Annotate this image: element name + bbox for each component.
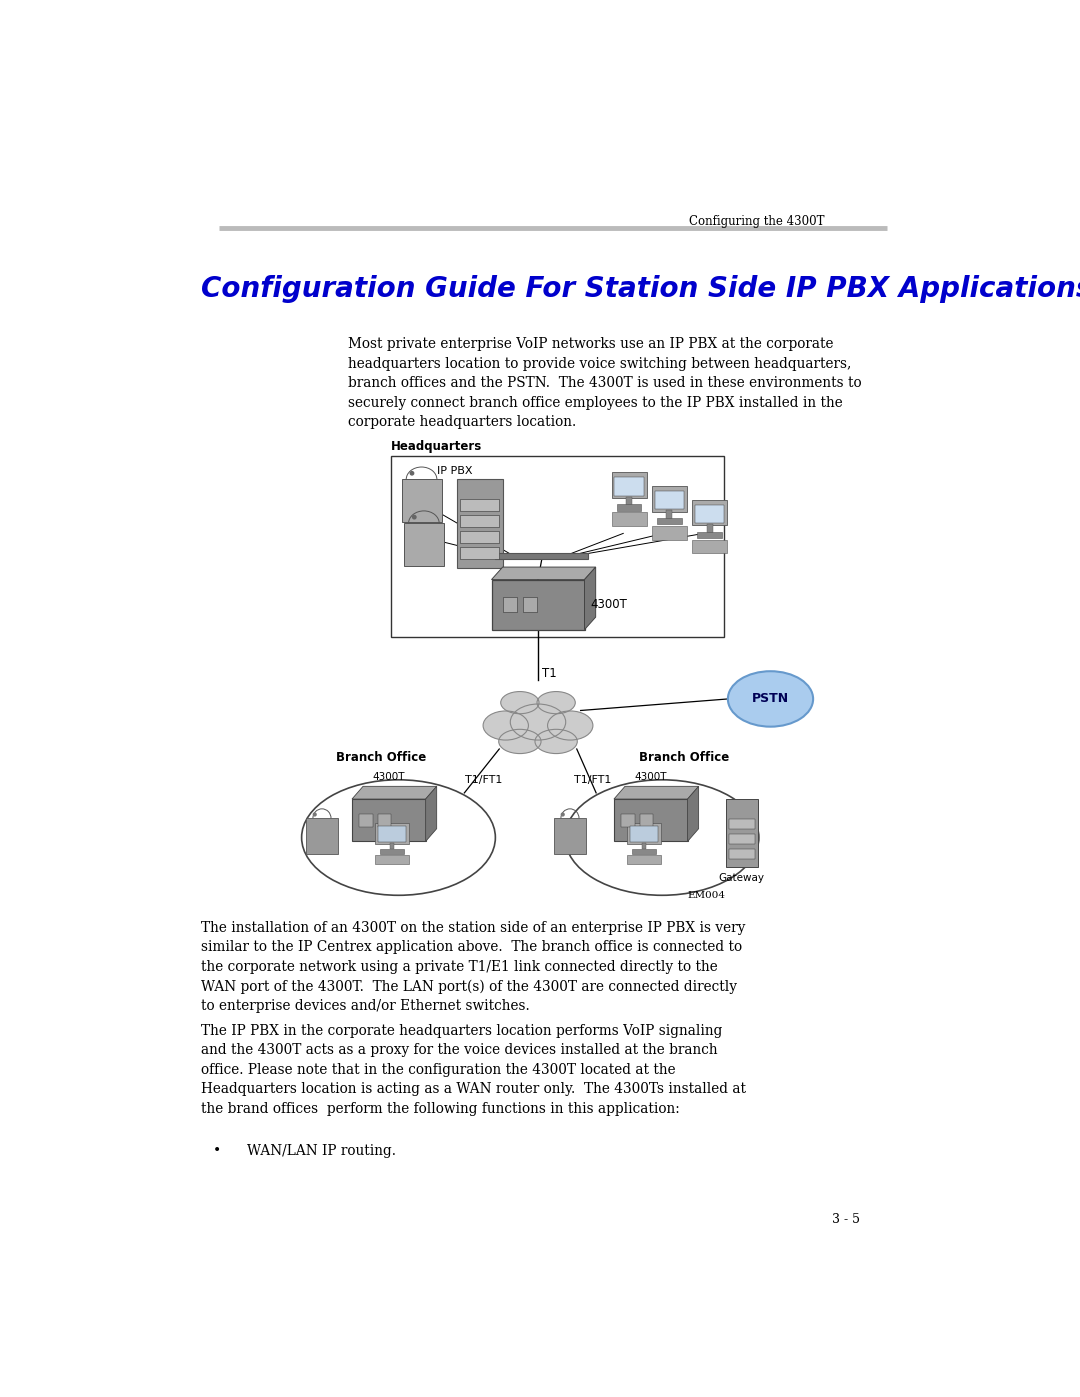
- Bar: [698, 532, 721, 538]
- Bar: [613, 799, 688, 841]
- Bar: [611, 513, 647, 525]
- Ellipse shape: [565, 780, 759, 895]
- Bar: [654, 490, 684, 510]
- Text: The installation of an 4300T on the station side of an enterprise IP PBX is very: The installation of an 4300T on the stat…: [201, 921, 745, 1013]
- Text: Most private enterprise VoIP networks use an IP PBX at the corporate
headquarter: Most private enterprise VoIP networks us…: [348, 337, 862, 429]
- Ellipse shape: [499, 729, 541, 753]
- Bar: [696, 504, 725, 524]
- Text: Configuring the 4300T: Configuring the 4300T: [689, 215, 825, 228]
- Bar: [306, 819, 338, 855]
- Polygon shape: [426, 787, 436, 841]
- Bar: [378, 814, 391, 827]
- Ellipse shape: [728, 671, 813, 726]
- Bar: [666, 510, 673, 520]
- Bar: [652, 486, 687, 511]
- Polygon shape: [491, 567, 596, 580]
- Text: T1/FT1: T1/FT1: [573, 775, 611, 785]
- Text: T1: T1: [542, 666, 556, 680]
- Bar: [378, 826, 406, 842]
- Bar: [375, 855, 408, 863]
- Bar: [621, 814, 635, 827]
- Bar: [611, 472, 647, 497]
- Bar: [692, 539, 727, 553]
- Bar: [627, 855, 661, 863]
- Bar: [375, 823, 408, 844]
- Bar: [496, 553, 589, 559]
- Polygon shape: [613, 787, 699, 799]
- FancyBboxPatch shape: [404, 522, 444, 566]
- Bar: [652, 527, 687, 539]
- Polygon shape: [352, 787, 436, 799]
- Bar: [642, 844, 646, 849]
- Bar: [502, 597, 516, 612]
- Bar: [390, 844, 394, 849]
- Bar: [657, 518, 681, 524]
- FancyBboxPatch shape: [391, 457, 724, 637]
- Bar: [460, 515, 499, 527]
- Circle shape: [410, 472, 414, 475]
- Ellipse shape: [510, 704, 566, 740]
- Bar: [729, 848, 755, 859]
- Bar: [706, 524, 713, 532]
- Text: PSTN: PSTN: [752, 693, 789, 705]
- Bar: [627, 823, 661, 844]
- Bar: [360, 814, 373, 827]
- Bar: [729, 819, 755, 828]
- Text: EM004: EM004: [688, 891, 726, 901]
- Text: •: •: [213, 1144, 220, 1158]
- Ellipse shape: [535, 729, 578, 753]
- Ellipse shape: [501, 692, 539, 714]
- Bar: [630, 826, 658, 842]
- Text: 4300T: 4300T: [373, 773, 405, 782]
- Bar: [726, 799, 758, 866]
- Bar: [460, 546, 499, 559]
- Bar: [626, 496, 632, 506]
- Bar: [729, 834, 755, 844]
- Circle shape: [562, 813, 564, 816]
- Text: IP PBX: IP PBX: [437, 465, 473, 475]
- Bar: [632, 849, 656, 854]
- Polygon shape: [688, 787, 699, 841]
- Ellipse shape: [537, 692, 576, 714]
- Text: Configuration Guide For Station Side IP PBX Applications: Configuration Guide For Station Side IP …: [201, 275, 1080, 303]
- Bar: [380, 849, 404, 854]
- Text: Branch Office: Branch Office: [638, 752, 729, 764]
- Bar: [554, 819, 586, 855]
- Text: WAN/LAN IP routing.: WAN/LAN IP routing.: [247, 1144, 396, 1158]
- Bar: [617, 504, 642, 510]
- Ellipse shape: [483, 711, 528, 740]
- Text: 4300T: 4300T: [591, 598, 627, 610]
- Text: 3 - 5: 3 - 5: [832, 1214, 860, 1227]
- Text: 4300T: 4300T: [635, 773, 667, 782]
- Bar: [639, 814, 653, 827]
- Ellipse shape: [301, 780, 496, 895]
- FancyBboxPatch shape: [402, 479, 442, 522]
- Text: Branch Office: Branch Office: [337, 752, 427, 764]
- Bar: [460, 499, 499, 511]
- Bar: [352, 799, 426, 841]
- Circle shape: [313, 813, 316, 816]
- Bar: [523, 597, 537, 612]
- Bar: [491, 580, 584, 630]
- Text: The IP PBX in the corporate headquarters location performs VoIP signaling
and th: The IP PBX in the corporate headquarters…: [201, 1024, 746, 1116]
- Bar: [457, 479, 503, 569]
- Ellipse shape: [548, 711, 593, 740]
- Text: Headquarters: Headquarters: [391, 440, 482, 453]
- Bar: [692, 500, 727, 525]
- Text: Gateway: Gateway: [719, 873, 765, 883]
- Bar: [460, 531, 499, 543]
- Text: T1/FT1: T1/FT1: [465, 775, 502, 785]
- Polygon shape: [584, 567, 596, 630]
- Circle shape: [413, 515, 416, 518]
- Bar: [615, 476, 644, 496]
